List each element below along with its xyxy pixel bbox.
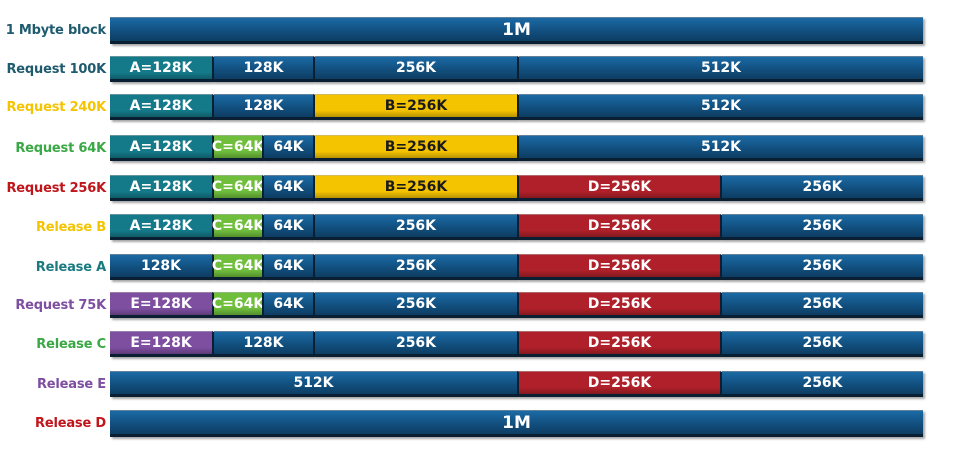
memory-row: 1 Mbyte block 1M [0, 17, 968, 45]
free-block: 128K [212, 331, 313, 357]
allocated-block-d: D=256K [517, 254, 720, 280]
memory-row: Release E 512K D=256K 256K [0, 371, 968, 399]
free-block: 64K [262, 175, 313, 201]
allocated-block-d: D=256K [517, 214, 720, 240]
allocated-block-c: C=64K [212, 214, 264, 240]
row-label: Request 240K [6, 100, 107, 115]
row-label: Request 256K [6, 181, 107, 196]
memory-bar: A=128K C=64K 64K B=256K D=256K 256K [110, 175, 923, 203]
memory-row: Request 100K A=128K 128K 256K 512K [0, 56, 968, 84]
memory-row: Release D 1M [0, 410, 968, 438]
row-label: 1 Mbyte block [5, 23, 106, 38]
memory-bar: 128K C=64K 64K 256K D=256K 256K [110, 254, 923, 282]
allocated-block-c: C=64K [212, 175, 264, 201]
free-block: 64K [262, 214, 313, 240]
memory-bar: A=128K C=64K 64K B=256K 512K [110, 135, 923, 163]
row-label: Release D [35, 416, 106, 431]
memory-row: Release C E=128K 128K 256K D=256K 256K [0, 331, 968, 359]
allocated-block-d: D=256K [517, 292, 720, 318]
free-block: 256K [720, 371, 923, 397]
free-block: 64K [262, 254, 313, 280]
memory-row: Release B A=128K C=64K 64K 256K D=256K 256K [0, 214, 968, 242]
row-label: Request 64K [15, 141, 106, 156]
free-block: 256K [720, 214, 923, 240]
free-block: 512K [517, 94, 923, 120]
free-block: 256K [720, 292, 923, 318]
allocated-block-a: A=128K [110, 94, 212, 120]
free-block: 128K [212, 94, 313, 120]
memory-bar: E=128K 128K 256K D=256K 256K [110, 331, 923, 359]
free-block: 256K [313, 292, 517, 318]
allocated-block-b: B=256K [313, 175, 517, 201]
free-block: 512K [110, 371, 517, 397]
memory-bar: A=128K C=64K 64K 256K D=256K 256K [110, 214, 923, 242]
row-label: Release A [35, 260, 106, 275]
memory-row: Release A 128K C=64K 64K 256K D=256K 256K [0, 254, 968, 282]
memory-bar: E=128K C=64K 64K 256K D=256K 256K [110, 292, 923, 320]
memory-bar: 512K D=256K 256K [110, 371, 923, 399]
allocated-block-c: C=64K [212, 135, 264, 161]
allocated-block-a: A=128K [110, 135, 212, 161]
row-label: Release E [36, 377, 106, 392]
allocated-block-d: D=256K [517, 331, 720, 357]
allocated-block-d: D=256K [517, 371, 720, 397]
free-block: 256K [720, 254, 923, 280]
free-block: 512K [517, 135, 923, 161]
memory-bar: 1M [110, 17, 923, 45]
allocated-block-a: A=128K [110, 56, 212, 82]
memory-bar: 1M [110, 410, 923, 438]
free-block: 256K [313, 214, 517, 240]
free-block: 64K [262, 292, 313, 318]
free-block: 1M [110, 410, 923, 437]
memory-row: Request 240K A=128K 128K B=256K 512K [0, 94, 968, 122]
memory-bar: A=128K 128K 256K 512K [110, 56, 923, 84]
free-block: 256K [313, 56, 517, 82]
free-block: 128K [110, 254, 212, 280]
row-label: Request 75K [15, 298, 106, 313]
allocated-block-e: E=128K [110, 331, 212, 357]
allocated-block-d: D=256K [517, 175, 720, 201]
free-block: 256K [720, 331, 923, 357]
allocated-block-a: A=128K [110, 175, 212, 201]
memory-row: Request 75K E=128K C=64K 64K 256K D=256K 256K [0, 292, 968, 320]
row-label: Request 100K [6, 62, 107, 77]
allocated-block-c: C=64K [212, 254, 264, 280]
free-block: 256K [720, 175, 923, 201]
row-label: Release B [35, 220, 106, 235]
memory-row: Request 256K A=128K C=64K 64K B=256K D=256K 25… [0, 175, 968, 203]
row-label: Release C [36, 337, 106, 352]
free-block: 256K [313, 331, 517, 357]
free-block: 256K [313, 254, 517, 280]
memory-bar: A=128K 128K B=256K 512K [110, 94, 923, 122]
allocated-block-e: E=128K [110, 292, 212, 318]
allocated-block-b: B=256K [313, 94, 517, 120]
free-block: 64K [262, 135, 313, 161]
memory-row: Request 64K A=128K C=64K 64K B=256K 512K [0, 135, 968, 163]
allocated-block-b: B=256K [313, 135, 517, 161]
allocated-block-c: C=64K [212, 292, 264, 318]
allocated-block-a: A=128K [110, 214, 212, 240]
free-block: 128K [212, 56, 313, 82]
free-block: 1M [110, 17, 923, 44]
free-block: 512K [517, 56, 923, 82]
